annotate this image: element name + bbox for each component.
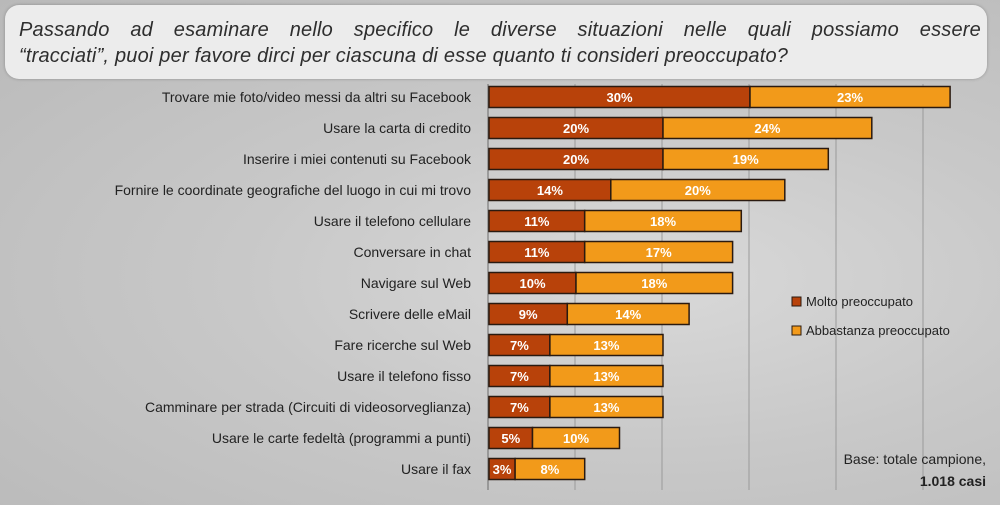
value-label-molto: 11% (524, 245, 550, 260)
category-label: Inserire i miei contenuti su Facebook (243, 151, 472, 167)
value-label-abbastanza: 14% (615, 307, 641, 322)
bar-abbastanza-preoccupato (549, 364, 664, 388)
category-label: Usare le carte fedeltà (programmi a punt… (212, 430, 471, 446)
category-label: Scrivere delle eMail (349, 306, 471, 322)
bar-abbastanza-preoccupato (531, 426, 621, 450)
bar-abbastanza-preoccupato (549, 333, 664, 357)
question-title-line-2: “tracciati”, puoi per favore dirci per c… (19, 45, 789, 67)
category-label: Usare la carta di credito (323, 120, 471, 136)
bar-abbastanza-preoccupato (566, 302, 690, 326)
bar-abbastanza-preoccupato (749, 85, 951, 109)
value-label-abbastanza: 13% (593, 338, 619, 353)
value-label-molto: 20% (563, 152, 589, 167)
category-label: Camminare per strada (Circuiti di videos… (145, 399, 471, 415)
category-label: Usare il fax (401, 461, 471, 477)
category-label: Usare il telefono cellulare (314, 213, 471, 229)
bar-abbastanza-preoccupato (583, 240, 734, 264)
value-label-abbastanza: 10% (563, 431, 589, 446)
bar-abbastanza-preoccupato (662, 116, 873, 140)
value-label-abbastanza: 23% (837, 90, 863, 105)
value-label-molto: 9% (519, 307, 538, 322)
bar-abbastanza-preoccupato (610, 178, 786, 202)
bar-abbastanza-preoccupato (514, 457, 586, 481)
category-label: Usare il telefono fisso (337, 368, 471, 384)
bar-abbastanza-preoccupato (583, 209, 743, 233)
bar-abbastanza-preoccupato (662, 147, 830, 171)
legend-swatch-molto (791, 296, 802, 307)
sample-base-note: Base: totale campione, 1.018 casi (726, 451, 986, 495)
value-label-molto: 7% (510, 400, 529, 415)
legend-label-molto: Molto preoccupato (806, 294, 913, 309)
bar-abbastanza-preoccupato (549, 395, 664, 419)
category-label: Fornire le coordinate geografiche del lu… (115, 182, 472, 198)
value-label-abbastanza: 17% (646, 245, 672, 260)
value-label-molto: 3% (493, 462, 512, 477)
value-label-abbastanza: 24% (754, 121, 780, 136)
value-label-abbastanza: 8% (541, 462, 560, 477)
value-label-molto: 7% (510, 338, 529, 353)
value-label-molto: 10% (519, 276, 545, 291)
legend-label-abbastanza: Abbastanza preoccupato (806, 323, 950, 338)
value-label-abbastanza: 18% (641, 276, 667, 291)
sample-base-line-2: 1.018 casi (920, 473, 986, 489)
category-label: Trovare mie foto/video messi da altri su… (162, 89, 472, 105)
value-label-abbastanza: 20% (685, 183, 711, 198)
title-box: Passando ad esaminare nello specifico le… (5, 5, 987, 79)
value-label-molto: 20% (563, 121, 589, 136)
sample-base-line-1: Base: totale campione, (843, 451, 986, 467)
sample-size: 1.018 casi (919, 473, 986, 489)
value-label-molto: 7% (510, 369, 529, 384)
bar-abbastanza-preoccupato (575, 271, 734, 295)
value-label-abbastanza: 13% (593, 369, 619, 384)
value-label-molto: 11% (524, 214, 550, 229)
legend-swatch-abbastanza (791, 325, 802, 336)
category-label: Conversare in chat (353, 244, 471, 260)
value-label-abbastanza: 13% (593, 400, 619, 415)
value-label-abbastanza: 18% (650, 214, 676, 229)
question-title-line-1: Passando ad esaminare nello specifico le… (19, 19, 981, 41)
question-title: Passando ad esaminare nello specifico le… (19, 17, 981, 69)
category-label: Navigare sul Web (361, 275, 471, 291)
value-label-molto: 30% (606, 90, 632, 105)
value-label-molto: 14% (537, 183, 563, 198)
category-label: Fare ricerche sul Web (334, 337, 471, 353)
value-label-abbastanza: 19% (733, 152, 759, 167)
value-label-molto: 5% (501, 431, 520, 446)
